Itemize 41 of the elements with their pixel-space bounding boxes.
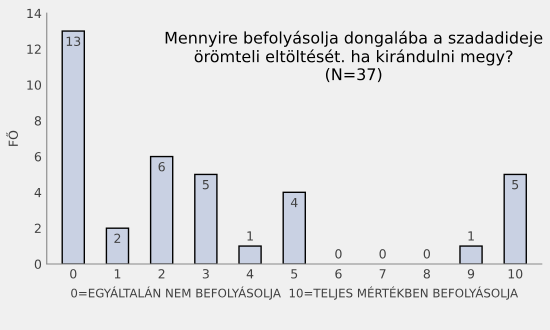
text: Mennyire befolyásolja dongalába a szadadideje örömteli eltöltését. ha kirándulni megy? (N=37) — [166, 30, 542, 82]
x-tick-label: 4 — [246, 269, 254, 278]
bar — [150, 156, 174, 264]
data-label: 0 — [335, 249, 342, 259]
y-tick-label: 4 — [34, 188, 42, 198]
data-label: 5 — [202, 180, 209, 190]
bar — [62, 30, 86, 264]
x-tick-label: 9 — [468, 269, 474, 279]
data-label: 0 — [424, 249, 430, 259]
y-tick-label: 0 — [34, 259, 42, 269]
x-tick-label: 8 — [424, 269, 430, 279]
x-tick-label: 0 — [70, 269, 76, 279]
x-tick-label: 3 — [202, 269, 209, 279]
data-label: 1 — [247, 231, 253, 240]
x-tick-label: 10 — [508, 269, 522, 279]
bar — [459, 245, 483, 264]
x-tick-label: 5 — [291, 269, 298, 279]
bar — [106, 227, 130, 264]
data-label: 0 — [379, 249, 386, 259]
x-tick-label: 2 — [158, 269, 164, 278]
bar — [194, 174, 218, 264]
data-label: 13 — [66, 36, 80, 46]
data-label: 5 — [512, 180, 518, 190]
data-label: 6 — [158, 162, 165, 172]
x-tick-label: 7 — [380, 269, 386, 278]
y-tick-label: 8 — [34, 116, 42, 126]
data-label: 2 — [114, 234, 120, 243]
bar — [238, 245, 262, 264]
bar — [282, 192, 306, 264]
x-axis-title: 0=EGYÁLTALÁN NEM BEFOLYÁSOLJA 10=TELJES MÉRTÉKBEN BEFOLYÁSOLJA — [71, 286, 518, 300]
y-tick-label: 10 — [27, 80, 42, 90]
y-tick-label: 6 — [34, 152, 42, 162]
y-tick-label: 14 — [27, 8, 42, 18]
data-label: 4 — [290, 198, 298, 208]
y-tick-label: 12 — [27, 44, 41, 54]
y-axis-title: FŐ — [6, 130, 18, 146]
x-tick-label: 6 — [335, 269, 342, 279]
data-label: 1 — [468, 231, 474, 240]
y-tick-label: 2 — [34, 224, 41, 233]
x-tick-label: 1 — [114, 269, 120, 278]
bar — [503, 174, 527, 264]
